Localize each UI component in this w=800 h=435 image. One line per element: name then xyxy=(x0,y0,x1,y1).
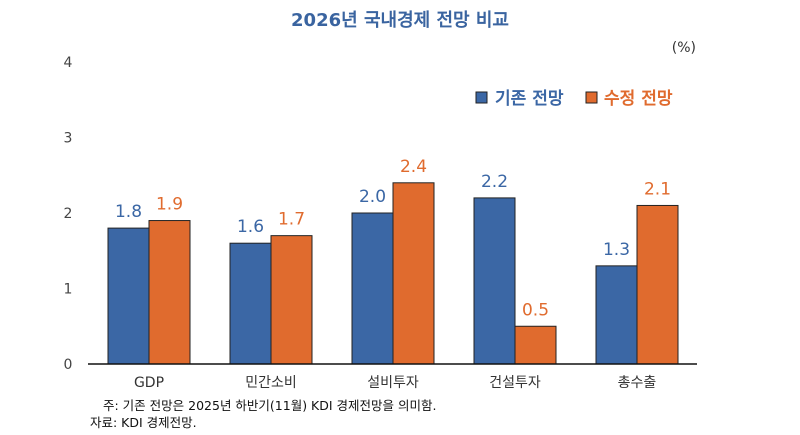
data-label: 1.8 xyxy=(115,202,142,222)
unit-label: (%) xyxy=(672,40,696,56)
legend: 기존 전망 수정 전망 xyxy=(475,89,673,109)
x-tick-label: GDP xyxy=(134,375,164,391)
data-label: 2.2 xyxy=(481,172,508,192)
y-tick-label: 2 xyxy=(64,206,73,222)
x-tick-label: 건설투자 xyxy=(489,375,541,391)
bars xyxy=(107,182,679,365)
x-tick-label: 설비투자 xyxy=(367,375,419,391)
data-labels: 1.8 1.6 2.0 2.2 1.3 1.9 1.7 2.4 0.5 2.1 xyxy=(115,157,671,320)
y-tick-label: 4 xyxy=(64,55,73,71)
legend-label-base: 기존 전망 xyxy=(495,89,564,109)
footnote: 주: 기존 전망은 2025년 하반기(11월) KDI 경제전망을 의미함. xyxy=(103,398,436,413)
bar-base xyxy=(473,197,516,365)
x-axis-labels: GDP 민간소비 설비투자 건설투자 총수출 xyxy=(134,375,656,391)
data-label: 1.6 xyxy=(237,217,264,237)
bar-base xyxy=(595,265,638,365)
bar-revised xyxy=(392,182,435,365)
y-tick-label: 1 xyxy=(64,282,73,298)
bar-base xyxy=(229,242,272,365)
chart-title: 2026년 국내경제 전망 비교 xyxy=(291,10,509,31)
data-label: 1.9 xyxy=(156,195,183,215)
data-label: 2.4 xyxy=(400,157,427,177)
legend-label-revised: 수정 전망 xyxy=(604,89,673,109)
source-note: 자료: KDI 경제전망. xyxy=(90,415,197,430)
bar-revised xyxy=(148,220,191,365)
data-label: 1.7 xyxy=(278,210,305,230)
x-tick-label: 총수출 xyxy=(618,375,657,391)
bar-base xyxy=(351,212,394,365)
y-tick-label: 0 xyxy=(64,357,73,373)
data-label: 0.5 xyxy=(522,300,549,320)
bar-base xyxy=(107,227,150,365)
data-label: 1.3 xyxy=(603,240,630,260)
legend-swatch-base xyxy=(475,91,488,104)
y-axis: 0 1 2 3 4 xyxy=(64,55,73,373)
y-tick-label: 3 xyxy=(64,131,73,147)
bar-revised xyxy=(270,235,313,365)
bar-revised xyxy=(636,204,679,365)
x-tick-label: 민간소비 xyxy=(245,375,297,391)
legend-swatch-revised xyxy=(585,91,598,104)
bar-revised xyxy=(514,325,557,365)
data-label: 2.0 xyxy=(359,187,386,207)
data-label: 2.1 xyxy=(644,179,671,199)
